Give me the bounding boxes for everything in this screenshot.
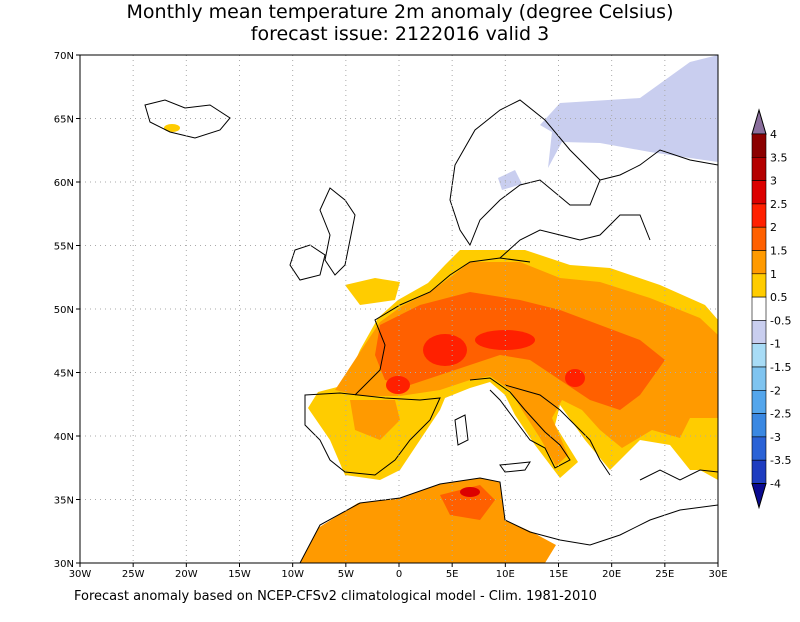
colorbar-label: 1.5 xyxy=(770,245,788,258)
colorbar-swatch xyxy=(751,413,767,438)
map xyxy=(79,54,719,564)
colorbar-label: -3 xyxy=(770,431,781,444)
lon-label: 15W xyxy=(228,569,251,580)
warm-area xyxy=(695,425,718,480)
colorbar-swatch xyxy=(751,250,767,275)
colorbar-swatch xyxy=(751,366,767,391)
colorbar-arrow xyxy=(751,108,767,135)
anomaly-fields xyxy=(164,55,718,563)
colorbar-label: -2 xyxy=(770,384,781,397)
colorbar-label: 3 xyxy=(770,175,777,188)
hot-area xyxy=(423,334,467,366)
lat-label: 55N xyxy=(54,242,74,253)
lon-label: 15E xyxy=(549,569,568,580)
lon-label: 20W xyxy=(175,569,198,580)
hot-area xyxy=(565,369,585,387)
lat-label: 70N xyxy=(54,51,74,62)
warm-area xyxy=(300,478,556,563)
warm-area xyxy=(350,400,400,440)
colorbar-label: 2 xyxy=(770,221,777,234)
colorbar-label: 2.5 xyxy=(770,198,788,211)
colorbar-label: 1 xyxy=(770,268,777,281)
colorbar-swatch xyxy=(751,157,767,181)
colorbar-swatch xyxy=(751,203,767,228)
lon-label: 0 xyxy=(396,569,402,580)
colorbar-label: 0.5 xyxy=(770,291,788,304)
footer-note: Forecast anomaly based on NCEP-CFSv2 cli… xyxy=(74,589,597,604)
lon-label: 25E xyxy=(655,569,674,580)
lat-label: 35N xyxy=(54,496,74,507)
lon-label: 20E xyxy=(602,569,621,580)
cool-area xyxy=(498,170,522,190)
colorbar-label: -1 xyxy=(770,338,781,351)
lon-label: 30E xyxy=(708,569,727,580)
colorbar-swatch xyxy=(751,180,767,205)
title-line-2: forecast issue: 2122016 valid 3 xyxy=(251,23,549,45)
lon-label: 10W xyxy=(281,569,304,580)
lat-label: 60N xyxy=(54,178,74,189)
hot-area xyxy=(386,376,410,394)
lon-label: 5E xyxy=(446,569,459,580)
colorbar-swatch xyxy=(751,436,767,461)
hot-area xyxy=(460,487,480,497)
colorbar-swatch xyxy=(751,273,767,298)
colorbar-label: -0.5 xyxy=(770,314,791,327)
colorbar-swatch xyxy=(751,133,767,158)
lon-label: 10E xyxy=(496,569,515,580)
lat-label: 30N xyxy=(54,559,74,570)
colorbar-swatch xyxy=(751,320,767,344)
warm-area xyxy=(375,292,665,410)
lon-label: 30W xyxy=(69,569,92,580)
warm-area xyxy=(440,485,495,520)
lon-label: 5W xyxy=(338,569,354,580)
colorbar-label: 4 xyxy=(770,128,777,141)
lat-label: 40N xyxy=(54,432,74,443)
colorbar-label: -1.5 xyxy=(770,361,791,374)
colorbar-swatch xyxy=(751,459,767,484)
colorbar: 4 3.5 3 2.5 2 1.5 1 0.5 -0.5 -1 -1.5 -2 -2.5 -3 -3.5 -4 xyxy=(751,108,791,510)
warm-area xyxy=(345,278,400,305)
colorbar-arrow xyxy=(751,483,767,510)
colorbar-label: -2.5 xyxy=(770,408,791,421)
colorbar-swatch xyxy=(751,296,767,321)
colorbar-label: 3.5 xyxy=(770,151,788,164)
lat-label: 50N xyxy=(54,305,74,316)
warm-area xyxy=(164,124,180,132)
title-line-1: Monthly mean temperature 2m anomaly (deg… xyxy=(127,1,674,23)
lat-label: 45N xyxy=(54,369,74,380)
lon-label: 25W xyxy=(122,569,145,580)
colorbar-label: -3.5 xyxy=(770,454,791,467)
cool-area xyxy=(540,55,718,168)
coastlines xyxy=(144,99,718,563)
colorbar-swatch xyxy=(751,389,767,414)
lat-label: 65N xyxy=(54,115,74,126)
colorbar-swatch xyxy=(751,226,767,251)
colorbar-label: -4 xyxy=(770,478,781,491)
colorbar-swatch xyxy=(751,343,767,368)
